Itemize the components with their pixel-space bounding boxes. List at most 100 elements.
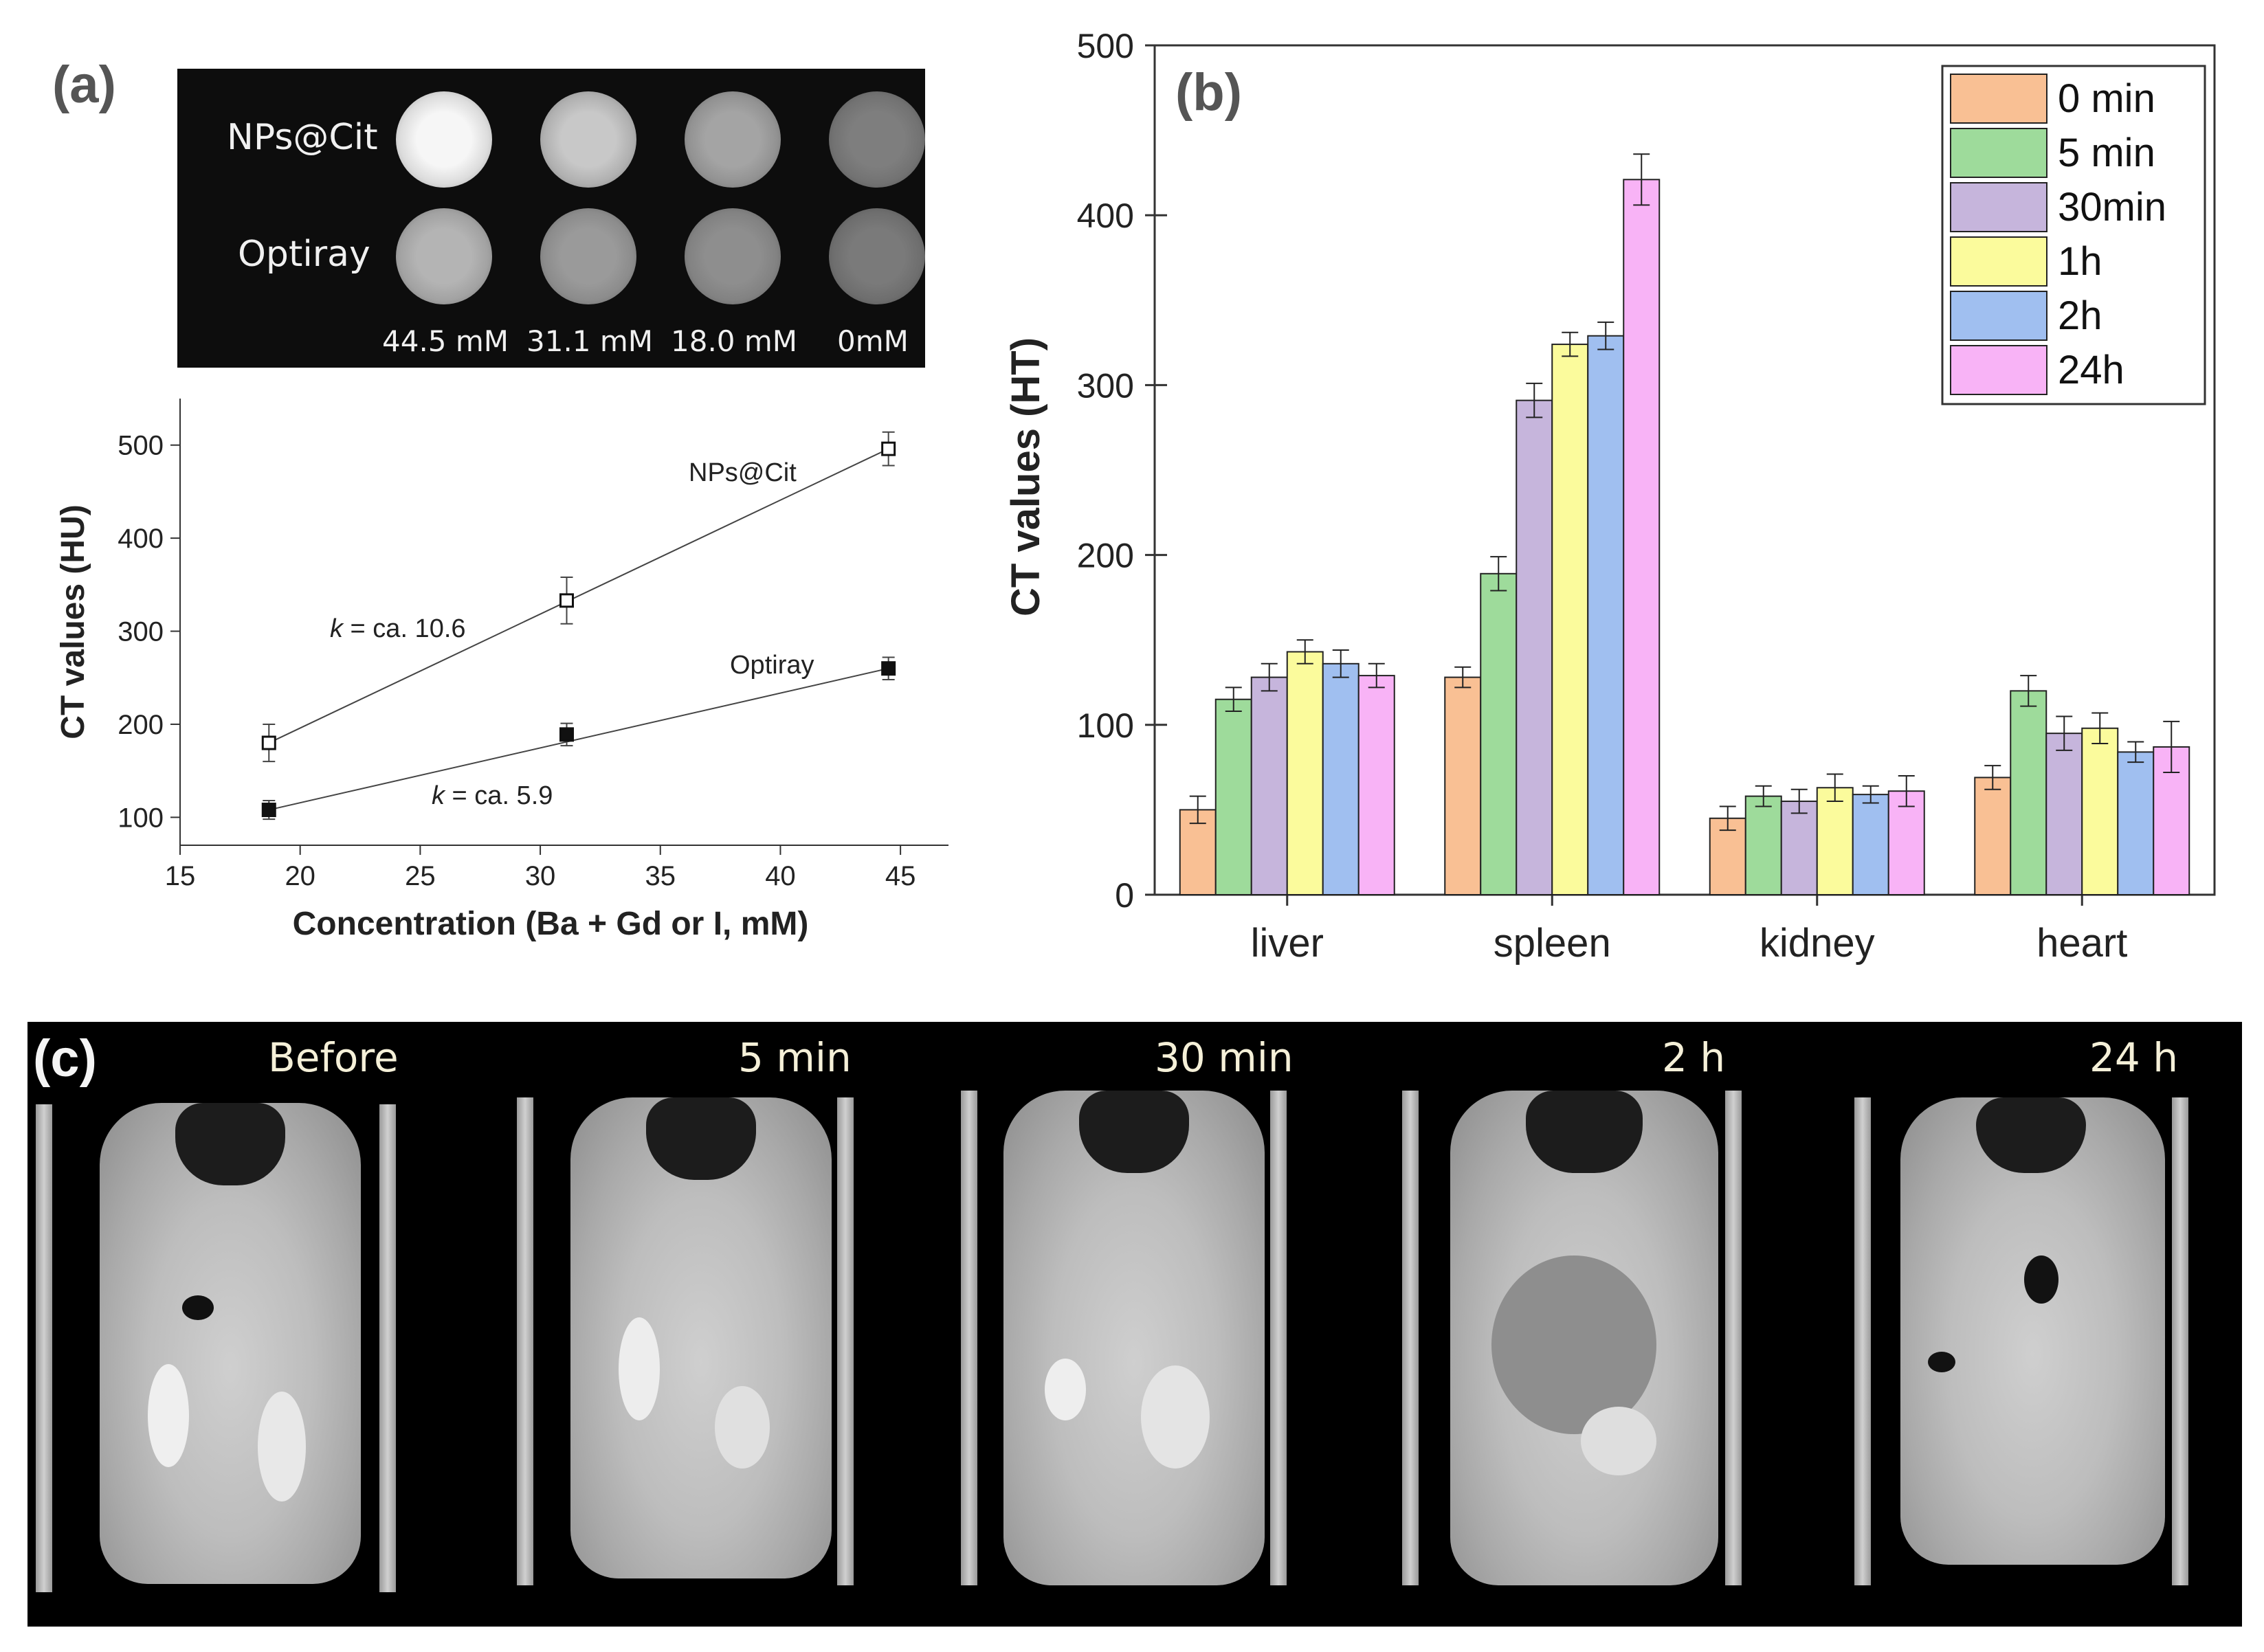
data-point (559, 593, 574, 608)
fit-line-1 (269, 667, 889, 811)
y-tick-label: 500 (118, 431, 164, 461)
legend-swatch (1950, 74, 2047, 124)
tube-opt-18 (685, 208, 781, 304)
x-tick-label: 35 (645, 861, 676, 891)
x-tick-label: 20 (285, 861, 315, 891)
bar (2010, 690, 2047, 895)
legend-swatch (1950, 345, 2047, 395)
bar (1587, 335, 1625, 896)
bar (1816, 787, 1854, 896)
legend-swatch (1950, 128, 2047, 178)
bar (1623, 179, 1661, 896)
x-tick-label: 40 (765, 861, 796, 891)
ct-title-24h: 24 h (2089, 1034, 2178, 1081)
legend-swatch (1950, 291, 2047, 341)
phantom-conc-3: 0mM (837, 324, 909, 358)
x-tick-label: 45 (885, 861, 916, 891)
bowel-contrast (619, 1317, 660, 1420)
slope-k: k (432, 781, 446, 810)
bar (1852, 794, 1889, 895)
series-label: NPs@Cit (689, 458, 797, 487)
bowel-contrast (258, 1392, 306, 1502)
ct-title-before: Before (268, 1034, 399, 1081)
slope-annotation: k = ca. 10.6 (330, 614, 466, 643)
slope-k: k (330, 614, 344, 643)
y-tick-label: 300 (118, 617, 164, 647)
lung-region (1526, 1091, 1643, 1173)
ct-scan-30min (1003, 1091, 1265, 1585)
legend-label: 0 min (2058, 76, 2155, 121)
calibration-rod (1725, 1091, 1742, 1585)
phantom-image: NPs@Cit Optiray 44.5 mM 31.1 mM 18.0 mM … (177, 69, 925, 368)
y-tick-label: 200 (1077, 537, 1134, 575)
legend-swatch (1950, 182, 2047, 232)
bar (1551, 344, 1589, 895)
gas-pocket (182, 1295, 214, 1320)
panel-label-c: (c) (33, 1029, 97, 1088)
bowel-contrast (1581, 1407, 1656, 1475)
ct-scan-2h (1450, 1091, 1718, 1585)
y-axis-title: CT values (HU) (55, 504, 91, 739)
legend-label: 24h (2058, 348, 2124, 392)
bar (1286, 651, 1324, 896)
x-tick-label: spleen (1494, 921, 1611, 965)
bar (1357, 675, 1395, 895)
bowel-contrast (715, 1386, 770, 1469)
phantom-row-label-optiray: Optiray (238, 234, 370, 275)
tube-nps-44 (396, 91, 492, 188)
calibration-rod (961, 1091, 977, 1585)
legend-label: 5 min (2058, 131, 2155, 175)
tube-nps-18 (685, 91, 781, 188)
series-label: Optiray (730, 651, 814, 680)
bowel-region (1491, 1255, 1656, 1434)
y-tick-label: 400 (1077, 197, 1134, 235)
gas-pocket (2024, 1255, 2058, 1304)
x-tick-label: 15 (165, 861, 196, 891)
legend-label: 2h (2058, 293, 2102, 338)
panel-label-a: (a) (52, 56, 116, 114)
calibration-rod (517, 1097, 533, 1585)
calibration-rod (837, 1097, 854, 1585)
data-point (261, 735, 276, 750)
x-tick-label: kidney (1760, 921, 1875, 965)
bar (1250, 676, 1288, 895)
y-tick-label: 100 (118, 803, 164, 833)
bar (2117, 751, 2155, 896)
calibration-rod (1402, 1091, 1419, 1585)
ct-title-30min: 30 min (1155, 1034, 1294, 1081)
legend-label: 30min (2058, 185, 2166, 230)
x-tick-label: heart (2037, 921, 2127, 965)
bar (1780, 801, 1818, 896)
tube-opt-44 (396, 208, 492, 304)
bar (1322, 662, 1359, 895)
bar (1214, 698, 1252, 895)
lung-region (1976, 1097, 2086, 1173)
ct-scan-24h (1900, 1097, 2165, 1565)
legend-label: 1h (2058, 239, 2102, 284)
data-point (261, 803, 276, 818)
slope-annotation: k = ca. 5.9 (432, 781, 553, 810)
y-tick-label: 500 (1077, 27, 1134, 65)
y-tick-label: 0 (1115, 876, 1134, 915)
lung-region (175, 1103, 285, 1185)
slope-value: = ca. 5.9 (445, 781, 553, 810)
chart-a-linear-fit: 15 20 25 30 35 40 45 100 200 300 400 500 Concentrati… (55, 399, 948, 942)
x-axis-title: Concentration (Ba + Gd or I, mM) (293, 906, 809, 942)
gas-pocket (1928, 1352, 1955, 1372)
slope-value: = ca. 10.6 (343, 614, 466, 643)
y-tick-label: 300 (1077, 366, 1134, 405)
y-tick-label: 100 (1077, 706, 1134, 745)
bowel-contrast (1141, 1365, 1210, 1469)
x-tick-label: liver (1251, 921, 1324, 965)
x-tick-label: 25 (405, 861, 436, 891)
bowel-contrast (1045, 1359, 1086, 1420)
plot-frame (1153, 44, 2216, 896)
phantom-conc-2: 18.0 mM (671, 324, 798, 358)
legend-swatch (1950, 236, 2047, 287)
y-tick-label: 200 (118, 710, 164, 740)
data-point (881, 441, 896, 456)
calibration-rod (2172, 1097, 2188, 1585)
ct-scan-before (100, 1103, 361, 1584)
y-tick-label: 400 (118, 524, 164, 554)
bar (1709, 817, 1746, 896)
